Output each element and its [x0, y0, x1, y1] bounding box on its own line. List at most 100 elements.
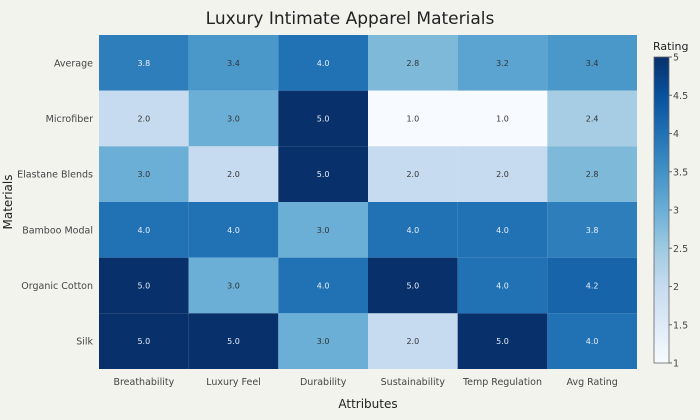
cell-value-label: 2.0: [227, 170, 240, 179]
colorbar-tick-label: 5: [673, 53, 679, 64]
cell-value-label: 3.0: [137, 170, 150, 179]
heatmap-cell: [188, 90, 279, 147]
heatmap-cell: [368, 35, 458, 91]
colorbar-tick-label: 3: [673, 206, 679, 217]
heatmap-cell: [99, 257, 189, 314]
heatmap-cell: [547, 146, 637, 202]
cell-value-label: 3.0: [227, 282, 240, 291]
heatmap-cell: [99, 202, 189, 258]
cell-value-label: 3.4: [586, 59, 599, 68]
heatmap-cell: [368, 90, 458, 147]
y-tick-labels: Average Microfiber Elastane Blends Bamboo M…: [17, 58, 93, 347]
heatmap-cell: [188, 313, 279, 369]
x-tick-label: Breathability: [113, 377, 174, 388]
colorbar-tick-label: 4: [673, 129, 679, 140]
cell-value-label: 2.8: [406, 59, 419, 68]
heatmap-cell: [278, 146, 368, 202]
heatmap-cell: [547, 90, 637, 147]
heatmap-cell: [368, 146, 458, 202]
cell-value-label: 4.0: [406, 226, 419, 235]
x-tick-label: Avg Rating: [567, 377, 618, 388]
heatmap-cell: [278, 313, 368, 369]
heatmap-cell: [368, 257, 458, 314]
heatmap-cell: [99, 90, 189, 147]
cell-value-label: 3.8: [137, 59, 150, 68]
colorbar-tick-label: 2.5: [673, 244, 688, 255]
x-tick-label: Temp Regulation: [462, 377, 542, 388]
cell-value-label: 2.8: [586, 170, 599, 179]
heatmap-cell: [457, 257, 548, 314]
cell-value-label: 5.0: [137, 337, 150, 346]
heatmap-cell: [99, 146, 189, 202]
cell-value-label: 4.0: [317, 59, 330, 68]
heatmap-cell: [457, 90, 548, 147]
cell-value-label: 4.0: [496, 226, 509, 235]
heatmap-cell: [278, 257, 368, 314]
heatmap-cell: [99, 313, 189, 369]
x-tick-label: Durability: [300, 377, 347, 388]
cell-value-label: 5.0: [317, 170, 330, 179]
colorbar-tick-label: 3.5: [673, 167, 688, 178]
heatmap-cell: [368, 313, 458, 369]
cell-value-label: 3.8: [586, 226, 599, 235]
cell-value-label: 5.0: [406, 282, 419, 291]
cell-value-label: 4.2: [586, 282, 599, 291]
heatmap-cell: [188, 257, 279, 314]
cell-value-label: 5.0: [496, 337, 509, 346]
cell-value-label: 2.4: [586, 115, 599, 124]
heatmap-cell: [278, 35, 368, 91]
heatmap-cell: [278, 202, 368, 258]
cell-value-label: 4.0: [227, 226, 240, 235]
heatmap-cell: [457, 313, 548, 369]
cell-value-label: 4.0: [496, 282, 509, 291]
heatmap-cell: [457, 202, 548, 258]
cell-value-label: 5.0: [137, 282, 150, 291]
y-tick-label: Bamboo Modal: [22, 225, 93, 236]
x-axis-label: Attributes: [338, 397, 397, 411]
y-tick-label: Silk: [76, 337, 93, 348]
heatmap-cell: [547, 257, 637, 314]
cell-value-label: 1.0: [496, 115, 509, 124]
cell-value-label: 2.0: [406, 170, 419, 179]
colorbar-tick-label: 4.5: [673, 91, 688, 102]
chart-title: Luxury Intimate Apparel Materials: [206, 9, 495, 29]
y-axis-label: Materials: [1, 174, 15, 229]
cell-value-label: 3.2: [496, 59, 509, 68]
y-tick-label: Microfiber: [46, 114, 93, 125]
heatmap-cell: [188, 35, 279, 91]
y-tick-label: Elastane Blends: [17, 170, 93, 181]
heatmap-cell: [368, 202, 458, 258]
cell-value-label: 3.0: [227, 115, 240, 124]
cell-value-label: 1.0: [406, 115, 419, 124]
y-tick-label: Average: [54, 58, 93, 69]
cell-value-label: 2.0: [496, 170, 509, 179]
colorbar-tick-label: 2: [673, 282, 679, 293]
y-tick-label: Organic Cotton: [21, 281, 93, 292]
cell-value-label: 4.0: [586, 337, 599, 346]
heatmap-cell: [547, 202, 637, 258]
cell-value-label: 3.0: [317, 337, 330, 346]
heatmap-cell: [188, 146, 279, 202]
heatmap-cell: [99, 35, 189, 91]
x-tick-label: Luxury Feel: [206, 377, 261, 388]
cell-value-label: 2.0: [406, 337, 419, 346]
colorbar-tick-label: 1.5: [673, 320, 688, 331]
x-tick-labels: Breathability Luxury Feel Durability Sustai…: [113, 377, 617, 388]
cell-value-label: 5.0: [317, 115, 330, 124]
cell-value-label: 4.0: [137, 226, 150, 235]
heatmap-cell: [457, 35, 548, 91]
colorbar: [653, 56, 670, 364]
colorbar-title: Rating: [653, 40, 688, 53]
colorbar-ticks: 1 1.5 2 2.5 3 3.5 4 4.5 5: [669, 53, 688, 370]
colorbar-tick-label: 1: [673, 359, 679, 370]
heatmap-cell: [188, 202, 279, 258]
heatmap-cell: [547, 313, 637, 369]
cell-value-label: 4.0: [317, 282, 330, 291]
heatmap-cell: [547, 35, 637, 91]
heatmap-cell: [457, 146, 548, 202]
x-tick-label: Sustainability: [381, 377, 446, 388]
cell-value-label: 5.0: [227, 337, 240, 346]
cell-value-label: 3.0: [317, 226, 330, 235]
cell-value-label: 2.0: [137, 115, 150, 124]
